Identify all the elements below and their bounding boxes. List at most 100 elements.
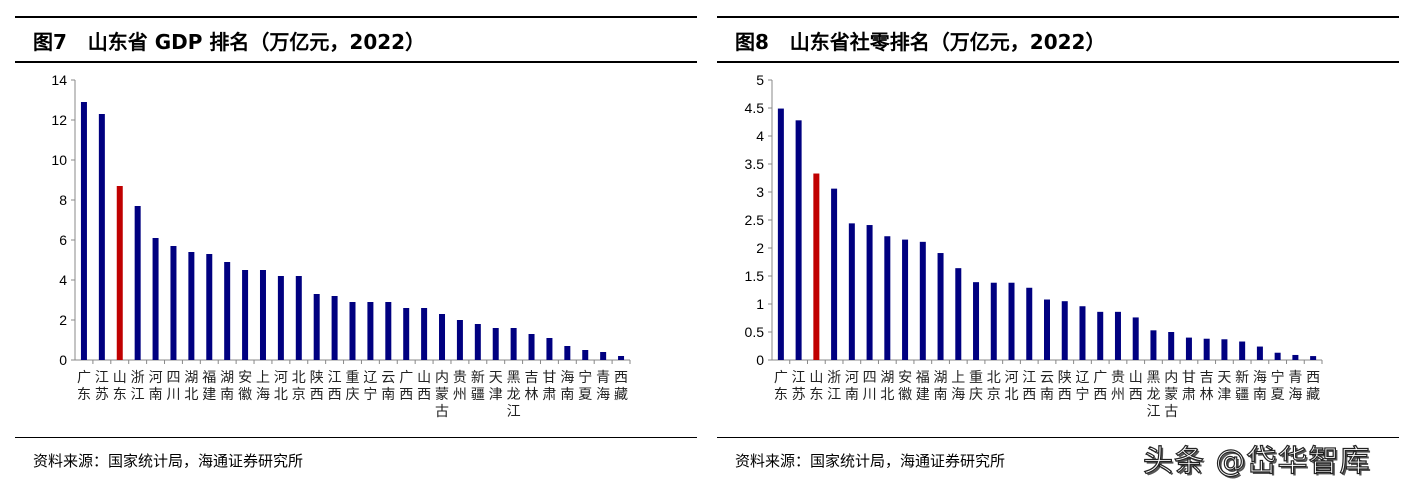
x-tick-label: 广西	[1093, 370, 1107, 403]
x-tick-label: 西藏	[1306, 370, 1320, 403]
bar-山东	[116, 186, 123, 360]
bar-辽宁	[1079, 306, 1086, 360]
bottom-rule	[717, 437, 1399, 438]
bar-北京	[295, 276, 302, 360]
x-tick-label: 河南	[845, 370, 859, 403]
y-tick-label: 2.5	[745, 212, 765, 228]
x-tick-label: 江苏	[792, 370, 806, 403]
y-tick-label: 3	[756, 184, 764, 200]
bar-贵州	[1114, 311, 1121, 360]
x-tick-label: 江西	[1022, 370, 1036, 403]
x-tick-label: 内蒙古	[1164, 370, 1178, 420]
bar-上海	[259, 270, 266, 360]
x-tick-label: 广东	[77, 370, 91, 403]
bar-湖南	[224, 262, 231, 360]
x-tick-label: 陕西	[310, 370, 324, 403]
x-tick-label: 吉林	[525, 370, 539, 403]
x-tick-label: 广东	[774, 370, 788, 403]
x-tick-label: 北京	[292, 370, 306, 403]
retail-chart-panel: 图8 山东省社零排名（万亿元，2022） 0 0.5 1 1.5 2 2.5 3 3.5 4 4.…	[717, 0, 1399, 488]
bar-安徽	[242, 270, 249, 360]
bar-广东	[80, 102, 87, 360]
bar-安徽	[902, 239, 909, 360]
y-tick-label: 4.5	[745, 100, 765, 116]
x-tick-label: 浙江	[827, 370, 841, 403]
x-tick-label: 云南	[381, 370, 395, 403]
x-tick-label: 甘肃	[1182, 370, 1196, 403]
x-tick-label: 湖北	[184, 370, 198, 403]
bar-河南	[152, 238, 159, 360]
bar-西藏	[1310, 356, 1317, 360]
bar-新疆	[474, 324, 481, 360]
top-rule	[15, 16, 697, 18]
chart-title: 图7 山东省 GDP 排名（万亿元，2022）	[33, 30, 426, 54]
x-tick-label: 湖北	[880, 370, 894, 403]
bar-黑龙江	[510, 328, 517, 360]
bar-上海	[955, 268, 962, 360]
x-tick-label: 宁夏	[1271, 369, 1285, 403]
gdp-chart-panel: 图7 山东省 GDP 排名（万亿元，2022） 0 2 4 6 8 10 12 14 广东 江苏山…	[15, 0, 697, 488]
x-tick-label: 云南	[1040, 370, 1054, 403]
x-tick-label: 辽宁	[1075, 370, 1089, 403]
y-tick-label: 4	[59, 272, 67, 288]
x-tick-label: 河南	[149, 370, 163, 403]
bar-西藏	[618, 356, 625, 360]
x-tick-label: 海南	[560, 370, 574, 403]
bar-广西	[1097, 311, 1104, 360]
bar-浙江	[831, 188, 838, 360]
bar-广东	[777, 108, 784, 360]
x-tick-label: 河北	[274, 370, 288, 403]
x-tick-label: 天津	[489, 370, 503, 403]
bar-河北	[277, 276, 284, 360]
bar-宁夏	[582, 350, 589, 360]
bar-江西	[331, 296, 338, 360]
x-tick-label: 江西	[328, 370, 342, 403]
x-tick-label: 福建	[202, 370, 216, 403]
bar-云南	[385, 302, 392, 360]
x-tick-label: 贵州	[1111, 370, 1125, 403]
bar-海南	[564, 346, 571, 360]
x-tick-label: 江苏	[95, 370, 109, 403]
bottom-rule	[15, 437, 697, 438]
title-rule	[15, 61, 697, 63]
source-note: 资料来源：国家统计局，海通证券研究所	[33, 452, 304, 470]
x-tick-label: 海南	[1253, 370, 1267, 403]
bar-山西	[421, 308, 428, 360]
x-tick-label: 黑龙江	[507, 370, 521, 420]
x-tick-label: 北京	[987, 370, 1001, 403]
top-rule	[717, 16, 1399, 18]
bar-黑龙江	[1150, 330, 1157, 360]
y-tick-label: 8	[59, 192, 67, 208]
bar-吉林	[528, 334, 535, 360]
y-tick-label: 0	[59, 352, 67, 368]
bar-湖南	[937, 253, 944, 360]
x-tick-label: 安徽	[238, 370, 252, 403]
x-tick-label: 内蒙古	[435, 370, 449, 420]
bar-甘肃	[546, 338, 553, 360]
x-tick-label: 黑龙江	[1146, 370, 1160, 420]
x-tick-label: 安徽	[898, 370, 912, 403]
x-tick-label: 浙江	[131, 370, 145, 403]
bar-四川	[866, 225, 873, 360]
bar-北京	[990, 282, 997, 360]
title-rule	[717, 61, 1399, 63]
bar-海南	[1256, 346, 1263, 360]
x-tick-label: 西藏	[614, 370, 628, 403]
bar-吉林	[1203, 338, 1210, 360]
y-tick-label: 12	[51, 112, 67, 128]
y-tick-label: 1	[756, 296, 764, 312]
bar-福建	[206, 254, 213, 360]
y-tick-label: 2	[59, 312, 67, 328]
x-tick-label: 吉林	[1200, 370, 1214, 403]
bar-青海	[1292, 354, 1299, 360]
y-tick-label: 5	[756, 72, 764, 88]
y-tick-label: 2	[756, 240, 764, 256]
x-tick-label: 山西	[417, 370, 431, 403]
y-tick-label: 6	[59, 232, 67, 248]
x-tick-label: 福建	[916, 370, 930, 403]
bar-广西	[403, 308, 410, 360]
y-tick-label: 0.5	[745, 324, 765, 340]
x-tick-label: 辽宁	[363, 370, 377, 403]
x-tick-label: 陕西	[1058, 370, 1072, 403]
bar-重庆	[973, 282, 980, 360]
